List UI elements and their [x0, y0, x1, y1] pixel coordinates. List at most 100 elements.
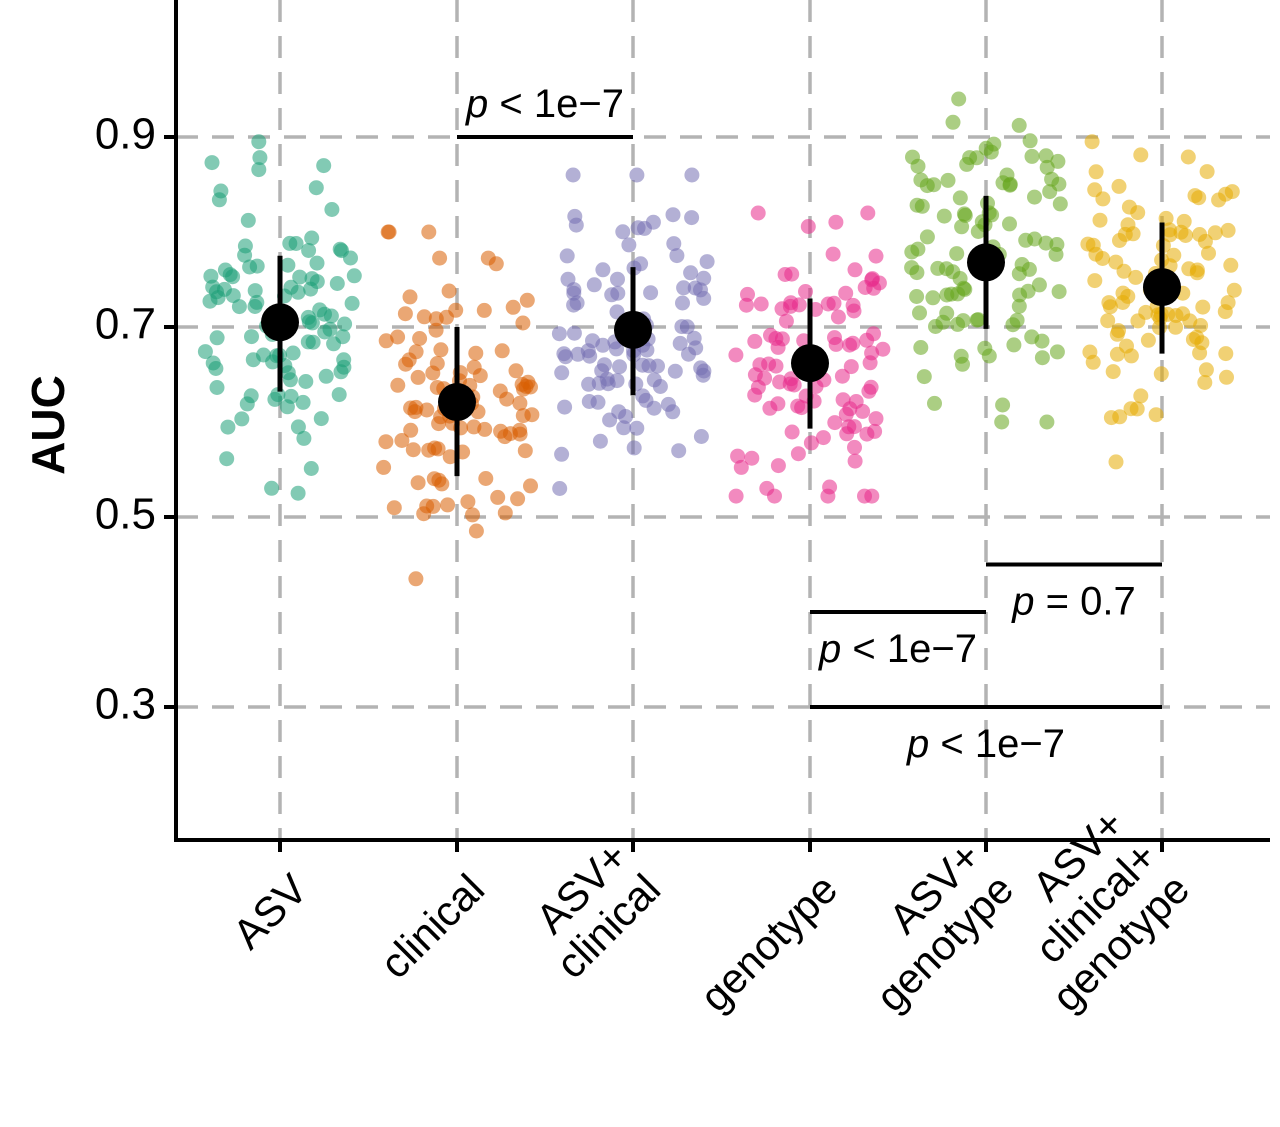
data-point: [800, 219, 816, 234]
data-point: [1092, 212, 1108, 228]
data-point: [1197, 375, 1213, 390]
data-point: [1027, 231, 1043, 247]
data-point: [565, 167, 581, 183]
data-point: [1140, 332, 1156, 348]
data-point: [696, 290, 712, 306]
data-point: [403, 400, 419, 416]
x-tick-label-group-5: ASV+clinical+genotype: [978, 800, 1198, 1020]
data-point: [750, 205, 766, 221]
data-point: [322, 321, 338, 337]
data-point: [910, 158, 926, 174]
x-tick-label: clinical: [371, 865, 493, 987]
data-point: [1180, 149, 1196, 165]
data-point: [552, 481, 568, 496]
data-point: [429, 380, 445, 395]
data-point: [667, 363, 683, 379]
data-point: [912, 305, 927, 321]
data-point: [845, 335, 861, 351]
data-point: [1085, 237, 1101, 253]
data-point: [1218, 346, 1234, 362]
data-point: [290, 419, 306, 435]
data-point: [616, 420, 632, 436]
data-point: [1050, 153, 1066, 169]
comparison-brackets: p < 1e−7 p = 0.7 p < 1e−7 p < 1e−7: [457, 82, 1162, 766]
data-point: [994, 414, 1010, 430]
data-point: [652, 379, 668, 394]
data-point: [1024, 329, 1040, 345]
data-point: [551, 326, 567, 342]
data-point: [519, 292, 535, 308]
data-point: [744, 450, 760, 466]
data-point: [209, 380, 225, 395]
data-point: [304, 230, 320, 246]
x-tick-label-group-3: genotype: [691, 865, 846, 1020]
data-point: [1220, 222, 1236, 238]
data-point: [251, 134, 267, 150]
data-point: [843, 359, 859, 375]
data-point: [394, 433, 410, 448]
data-point: [925, 290, 941, 306]
data-point: [940, 172, 956, 188]
data-point: [499, 391, 515, 407]
data-point: [441, 283, 457, 299]
data-point: [847, 453, 863, 469]
data-point: [772, 374, 788, 390]
x-tick-label: ASV+genotype: [834, 833, 1022, 1021]
data-point: [559, 248, 575, 264]
x-tick-labels: ASV clinical ASV+clinical genotype ASV+genot…: [224, 800, 1199, 1020]
data-point: [738, 297, 754, 313]
x-tick-label-group-1: clinical: [371, 865, 493, 987]
data-point: [1011, 117, 1027, 133]
data-point: [205, 355, 221, 371]
data-point: [910, 241, 926, 257]
data-point: [609, 341, 624, 357]
data-point: [288, 236, 304, 251]
data-point: [798, 284, 813, 299]
data-point: [267, 391, 283, 407]
data-point: [1181, 261, 1197, 277]
data-point: [1027, 189, 1042, 205]
data-point: [950, 316, 966, 332]
data-point: [580, 343, 596, 359]
data-point: [763, 327, 778, 343]
data-point: [204, 155, 220, 171]
data-point: [774, 331, 790, 347]
p-value-label-2: p < 1e−7: [818, 627, 977, 671]
data-point: [1219, 369, 1234, 385]
data-point: [639, 342, 655, 358]
data-point: [1120, 217, 1136, 233]
data-point: [431, 416, 447, 432]
data-point: [282, 372, 298, 388]
data-point: [674, 319, 690, 335]
data-point: [296, 430, 312, 446]
data-point: [904, 260, 920, 276]
data-point: [866, 326, 881, 342]
data-point: [442, 449, 458, 465]
data-point: [1112, 409, 1128, 425]
data-point: [569, 295, 585, 311]
data-point: [1185, 332, 1201, 347]
x-tick-label: ASV+clinical+genotype: [978, 800, 1198, 1020]
data-point: [239, 396, 255, 412]
data-point: [1133, 147, 1149, 163]
data-point: [847, 262, 863, 278]
y-axis-title-group: AUC: [22, 375, 74, 475]
data-point: [660, 396, 676, 412]
data-point: [524, 407, 540, 423]
data-point: [846, 303, 862, 319]
data-point: [820, 488, 836, 504]
data-point: [1226, 282, 1242, 298]
y-tick-label: 0.5: [95, 490, 156, 539]
data-point: [334, 243, 349, 259]
data-point: [477, 421, 493, 437]
data-point: [790, 446, 806, 462]
data-point: [827, 415, 843, 431]
data-point: [1128, 269, 1144, 285]
data-point: [412, 331, 428, 346]
mean-marker-1: [438, 383, 476, 422]
data-point: [586, 277, 602, 293]
p-value-label-1: p = 0.7: [1011, 580, 1135, 624]
data-point: [913, 340, 929, 355]
data-point: [750, 379, 766, 395]
data-point: [784, 424, 800, 440]
